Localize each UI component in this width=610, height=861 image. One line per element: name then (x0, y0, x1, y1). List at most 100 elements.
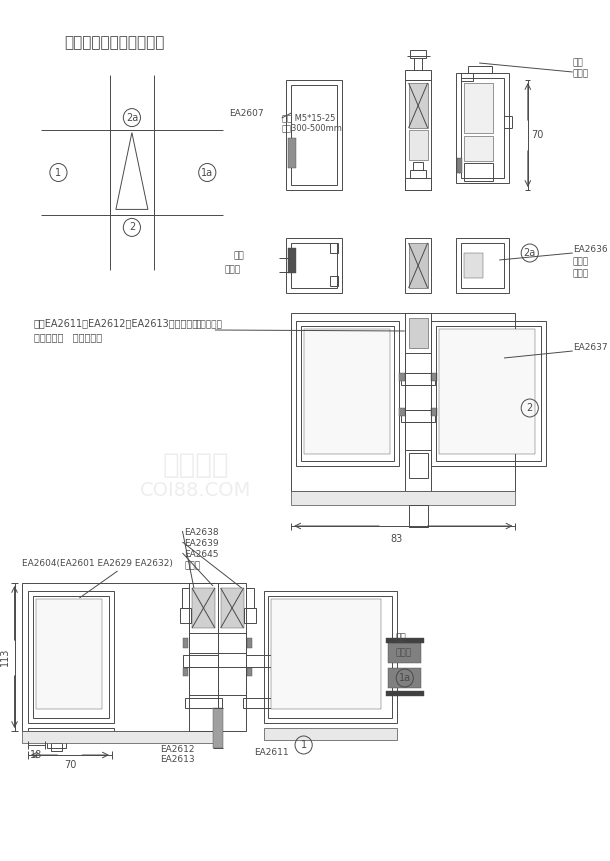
Text: 2: 2 (526, 403, 533, 413)
Bar (331, 276, 338, 286)
Bar (291, 313, 515, 491)
Text: EA2636: EA2636 (573, 245, 608, 255)
Text: 2a: 2a (523, 248, 536, 258)
Bar (47, 738, 66, 748)
Text: EA2637: EA2637 (573, 344, 608, 352)
Bar (51, 743, 62, 751)
Text: 注：EA2611，EA2612，EA2613打防水孔。: 注：EA2611，EA2612，EA2613打防水孔。 (34, 318, 199, 328)
Text: EA2611: EA2611 (254, 748, 289, 757)
Bar (464, 253, 483, 278)
Bar (289, 248, 296, 273)
Text: COI88.COM: COI88.COM (140, 480, 251, 499)
Bar (405, 80, 431, 190)
Bar (35, 599, 102, 709)
Bar (33, 596, 109, 718)
Bar (461, 78, 504, 178)
Text: 双面贴: 双面贴 (224, 265, 240, 275)
Bar (184, 655, 218, 667)
Bar (405, 313, 431, 491)
Bar (28, 728, 114, 740)
Bar (405, 422, 431, 450)
Text: 2a: 2a (126, 113, 138, 122)
Bar (464, 163, 492, 181)
Text: 113: 113 (0, 647, 10, 666)
Bar (246, 655, 281, 667)
Text: 胶条: 胶条 (234, 251, 245, 261)
Bar (189, 583, 218, 731)
Text: 土木在线: 土木在线 (163, 451, 229, 479)
Text: EA2639: EA2639 (184, 539, 219, 548)
Text: 70: 70 (63, 760, 76, 770)
Bar (431, 321, 546, 466)
Bar (409, 83, 428, 128)
Bar (456, 238, 509, 293)
Bar (291, 491, 515, 505)
Bar (287, 80, 342, 190)
Text: 1a: 1a (399, 673, 411, 683)
Bar (264, 728, 397, 740)
Bar (409, 130, 428, 160)
Text: 铝隔片: 铝隔片 (573, 269, 589, 278)
Bar (218, 633, 246, 653)
Bar (291, 243, 337, 288)
Bar (464, 136, 492, 161)
Bar (461, 73, 473, 81)
Bar (247, 638, 252, 648)
Bar (401, 373, 436, 385)
Bar (301, 326, 394, 461)
Bar (291, 85, 337, 185)
Bar (405, 178, 431, 190)
Bar (411, 50, 426, 58)
Bar (405, 70, 431, 80)
Bar (387, 668, 421, 688)
Bar (304, 329, 390, 454)
Bar (296, 321, 399, 466)
Text: EA2604(EA2601 EA2629 EA2632): EA2604(EA2601 EA2629 EA2632) (22, 559, 173, 568)
Bar (386, 691, 424, 696)
Bar (399, 373, 405, 381)
Bar (185, 698, 221, 708)
Text: EA2645: EA2645 (184, 550, 219, 559)
Bar (189, 633, 218, 653)
Bar (182, 588, 189, 608)
Bar (431, 373, 437, 381)
Bar (386, 638, 424, 643)
Text: 1a: 1a (201, 168, 214, 177)
Bar (192, 588, 215, 628)
Bar (411, 170, 426, 178)
Bar (401, 410, 436, 422)
Text: 胶条: 胶条 (395, 634, 406, 642)
Bar (405, 353, 431, 373)
Bar (184, 638, 188, 648)
Text: 铝隔片: 铝隔片 (395, 648, 411, 658)
Bar (221, 588, 243, 628)
Text: 耐候胶: 耐候胶 (573, 257, 589, 267)
Text: 2: 2 (129, 222, 135, 232)
Bar (387, 643, 421, 663)
Bar (213, 708, 223, 748)
Bar (247, 668, 252, 676)
Bar (409, 505, 428, 527)
Bar (22, 583, 218, 731)
Text: 隔热垫: 隔热垫 (573, 70, 589, 78)
Bar (399, 408, 405, 416)
Bar (184, 668, 188, 676)
Text: EA2607: EA2607 (229, 108, 264, 117)
Bar (439, 329, 534, 454)
Bar (287, 238, 342, 293)
Bar (179, 608, 191, 623)
Text: 结构硅酮胶: 结构硅酮胶 (196, 320, 223, 330)
Text: 1: 1 (56, 168, 62, 177)
Text: 螺钉 M5*15-25
间距300-500mm: 螺钉 M5*15-25 间距300-500mm (282, 113, 343, 133)
Text: 83: 83 (390, 534, 403, 544)
Bar (218, 667, 246, 695)
Bar (22, 731, 218, 743)
Bar (464, 83, 492, 133)
Text: 70: 70 (531, 130, 543, 140)
Bar (264, 591, 397, 723)
Text: EA2613: EA2613 (160, 755, 195, 764)
Bar (409, 243, 428, 288)
Bar (405, 385, 431, 410)
Bar (409, 453, 428, 478)
Bar (456, 73, 509, 183)
